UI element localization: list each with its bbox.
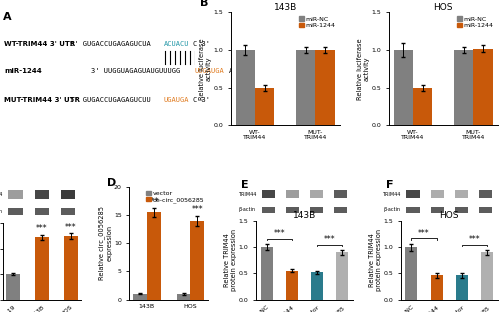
Bar: [406, 247, 417, 300]
Text: A 5': A 5': [229, 68, 246, 74]
Text: ***: ***: [148, 197, 160, 206]
Bar: [8, 190, 23, 199]
Bar: [430, 275, 442, 300]
Text: WT-TRIM44 3' UTR: WT-TRIM44 3' UTR: [4, 41, 76, 47]
Bar: [413, 88, 432, 125]
Text: C 3': C 3': [193, 41, 210, 47]
Text: 5' GUGACCUGAGAGUCUU: 5' GUGACCUGAGAGUCUU: [70, 97, 151, 103]
Text: F: F: [386, 180, 393, 190]
Bar: [260, 247, 272, 300]
Y-axis label: Relative TRIM44
protein expression: Relative TRIM44 protein expression: [224, 229, 237, 291]
Bar: [479, 190, 492, 198]
Text: β-actin: β-actin: [239, 207, 256, 212]
Bar: [190, 221, 204, 300]
Bar: [316, 50, 334, 125]
Text: ***: ***: [259, 92, 270, 101]
Bar: [6, 274, 20, 300]
Bar: [334, 190, 347, 198]
Bar: [481, 252, 493, 300]
Text: TRIM44: TRIM44: [382, 192, 400, 197]
Bar: [473, 48, 492, 125]
Text: MUT-TRIM44 3' UTR: MUT-TRIM44 3' UTR: [4, 97, 80, 103]
Bar: [454, 190, 468, 198]
Text: ACUACU: ACUACU: [164, 41, 189, 47]
Bar: [310, 207, 323, 213]
Text: ***: ***: [274, 229, 285, 238]
Bar: [456, 275, 468, 300]
Bar: [61, 190, 76, 199]
Text: β-actin: β-actin: [384, 207, 400, 212]
Text: ***: ***: [324, 235, 336, 244]
Bar: [311, 272, 323, 300]
Bar: [454, 207, 468, 213]
Legend: vector, oe-circ_0056285: vector, oe-circ_0056285: [145, 190, 205, 204]
Legend: miR-NC, miR-1244: miR-NC, miR-1244: [456, 16, 494, 28]
Text: 5' GUGACCUGAGAGUCUA: 5' GUGACCUGAGAGUCUA: [70, 41, 151, 47]
Title: HOS: HOS: [434, 3, 453, 12]
Bar: [336, 252, 348, 300]
Bar: [61, 208, 76, 215]
Bar: [255, 88, 274, 125]
Text: ***: ***: [36, 224, 48, 233]
Text: D: D: [108, 178, 116, 188]
Bar: [430, 207, 444, 213]
Bar: [147, 212, 161, 300]
Text: ***: ***: [468, 235, 480, 244]
Bar: [454, 50, 473, 125]
Bar: [296, 50, 316, 125]
Bar: [310, 190, 323, 198]
Text: 3' UUGGUAGAGUAUGUUUGG: 3' UUGGUAGAGUAUGUUUGG: [91, 68, 180, 74]
Text: C 3': C 3': [193, 97, 210, 103]
Bar: [286, 190, 299, 198]
Text: β-actin: β-actin: [0, 209, 2, 214]
Text: A: A: [2, 12, 11, 22]
Text: UUGAUGA: UUGAUGA: [194, 68, 224, 74]
Bar: [430, 190, 444, 198]
Y-axis label: Relative luciferase
activity: Relative luciferase activity: [357, 38, 370, 100]
Title: HOS: HOS: [440, 211, 459, 220]
Bar: [262, 190, 275, 198]
Bar: [394, 50, 413, 125]
Text: ***: ***: [65, 223, 76, 232]
Bar: [479, 207, 492, 213]
Title: 143B: 143B: [274, 3, 297, 12]
Y-axis label: Relative TRIM44
protein expression: Relative TRIM44 protein expression: [369, 229, 382, 291]
Text: ***: ***: [418, 229, 430, 238]
Bar: [406, 190, 420, 198]
Y-axis label: Relative circ_0056285
expression: Relative circ_0056285 expression: [98, 206, 112, 280]
Legend: miR-NC, miR-1244: miR-NC, miR-1244: [298, 16, 337, 28]
Bar: [176, 294, 190, 300]
Bar: [334, 207, 347, 213]
Title: 143B: 143B: [293, 211, 316, 220]
Bar: [133, 294, 147, 300]
Text: ***: ***: [192, 205, 203, 214]
Text: TRIM44: TRIM44: [0, 192, 2, 197]
Bar: [64, 236, 78, 300]
Text: B: B: [200, 0, 208, 8]
Text: TRIM44: TRIM44: [238, 192, 256, 197]
Text: ***: ***: [416, 92, 428, 101]
Text: UGAUGA: UGAUGA: [164, 97, 189, 103]
Bar: [286, 271, 298, 300]
Bar: [34, 190, 49, 199]
Bar: [286, 207, 299, 213]
Bar: [406, 207, 420, 213]
Text: E: E: [241, 180, 248, 190]
Y-axis label: Relative luciferase
activity: Relative luciferase activity: [199, 38, 212, 100]
Bar: [262, 207, 275, 213]
Text: miR-1244: miR-1244: [4, 68, 42, 74]
Bar: [8, 208, 23, 215]
Bar: [236, 50, 255, 125]
Bar: [34, 208, 49, 215]
Bar: [35, 237, 49, 300]
